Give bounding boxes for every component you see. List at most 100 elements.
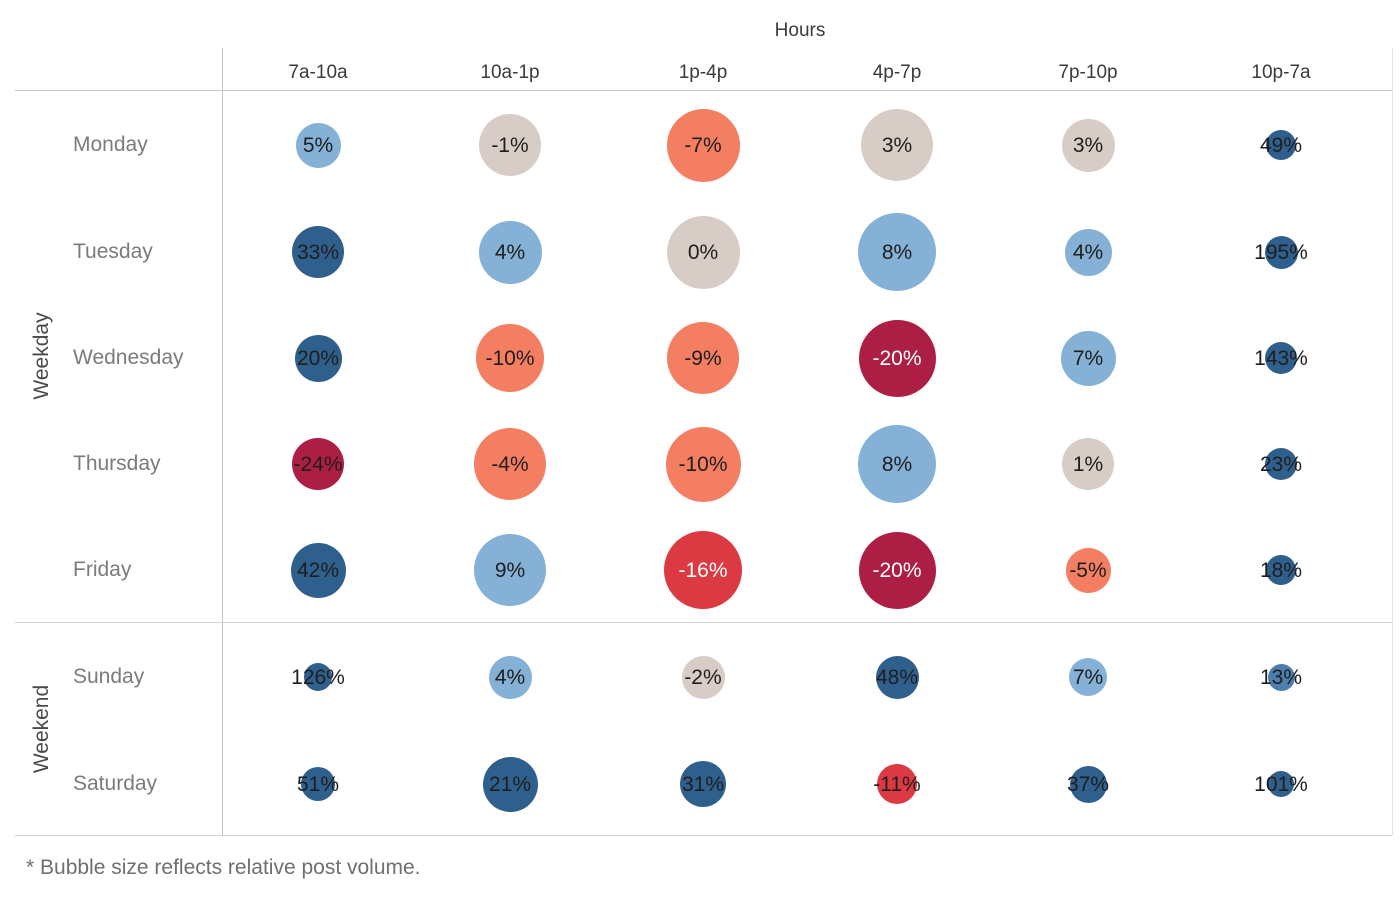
bubble-value-label: 49% <box>1259 133 1303 157</box>
size-legend-footnote: * Bubble size reflects relative post vol… <box>26 856 421 879</box>
row-label-friday: Friday <box>73 558 132 581</box>
header-rule-line <box>15 90 1392 91</box>
bubble-value-label: -10% <box>485 346 535 370</box>
bubble-thursday-4p-7p[interactable]: 8% <box>858 425 936 503</box>
bubble-value-label: -16% <box>678 558 728 582</box>
bubble-saturday-1p-4p[interactable]: 31% <box>680 761 726 807</box>
bubble-monday-10a-1p[interactable]: -1% <box>479 114 541 176</box>
bubble-value-label: 101% <box>1254 772 1308 796</box>
bubble-value-label: 13% <box>1259 665 1303 689</box>
bubble-value-label: -7% <box>684 133 722 157</box>
bubble-tuesday-4p-7p[interactable]: 8% <box>858 213 936 291</box>
bubble-value-label: 9% <box>494 558 526 582</box>
bubble-saturday-10a-1p[interactable]: 21% <box>482 756 538 812</box>
bubble-friday-1p-4p[interactable]: -16% <box>664 531 742 609</box>
bubble-value-label: 5% <box>302 133 334 157</box>
bubble-monday-4p-7p[interactable]: 3% <box>861 109 933 181</box>
column-header-7a-10a: 7a-10a <box>288 62 348 83</box>
bubble-monday-7p-10p[interactable]: 3% <box>1061 118 1115 172</box>
bubble-thursday-7p-10p[interactable]: 1% <box>1062 438 1114 490</box>
bubble-value-label: 195% <box>1254 240 1308 264</box>
bubble-tuesday-1p-4p[interactable]: 0% <box>666 215 740 289</box>
bubble-friday-7a-10a[interactable]: 42% <box>290 542 346 598</box>
bubble-value-label: -20% <box>872 558 922 582</box>
bubble-value-label: 4% <box>494 240 526 264</box>
bubble-value-label: -4% <box>491 452 529 476</box>
bubble-value-label: 31% <box>681 772 725 796</box>
bubble-thursday-10p-7a[interactable]: 23% <box>1260 448 1302 480</box>
bubble-sunday-10a-1p[interactable]: 4% <box>488 655 532 699</box>
bubble-sunday-4p-7p[interactable]: 48% <box>875 655 919 699</box>
row-label-sunday: Sunday <box>73 665 145 688</box>
bubble-wednesday-1p-4p[interactable]: -9% <box>667 322 739 394</box>
bubble-sunday-10p-7a[interactable]: 13% <box>1260 663 1302 691</box>
bubble-value-label: 33% <box>296 240 340 264</box>
bubble-value-label: 23% <box>1259 452 1303 476</box>
bubble-value-label: -24% <box>293 452 343 476</box>
row-axis-line <box>222 48 223 835</box>
bubble-value-label: 7% <box>1072 665 1104 689</box>
bubble-friday-4p-7p[interactable]: -20% <box>858 531 936 609</box>
bubble-friday-10p-7a[interactable]: 18% <box>1260 555 1302 585</box>
bubble-value-label: 4% <box>1072 240 1104 264</box>
row-label-saturday: Saturday <box>73 772 158 795</box>
bubble-value-label: 18% <box>1259 558 1303 582</box>
column-header-7p-10p: 7p-10p <box>1058 62 1118 83</box>
bubble-saturday-7p-10p[interactable]: 37% <box>1066 765 1110 803</box>
row-label-thursday: Thursday <box>73 452 161 475</box>
bubble-tuesday-7p-10p[interactable]: 4% <box>1064 228 1112 276</box>
bubble-tuesday-10a-1p[interactable]: 4% <box>478 220 542 284</box>
bubble-value-label: -11% <box>873 772 921 796</box>
bubble-wednesday-7p-10p[interactable]: 7% <box>1060 330 1116 386</box>
bubble-value-label: -1% <box>491 133 529 157</box>
bubble-saturday-10p-7a[interactable]: 101% <box>1254 771 1308 797</box>
bubble-wednesday-4p-7p[interactable]: -20% <box>858 319 936 397</box>
bubble-value-label: -10% <box>678 452 728 476</box>
bubble-thursday-7a-10a[interactable]: -24% <box>292 438 344 490</box>
right-edge-line <box>1392 48 1393 835</box>
bubble-wednesday-10a-1p[interactable]: -10% <box>476 324 544 392</box>
bubble-thursday-1p-4p[interactable]: -10% <box>665 426 741 502</box>
bubble-value-label: -9% <box>684 346 722 370</box>
bubble-sunday-7a-10a[interactable]: 126% <box>291 663 345 691</box>
bubble-value-label: 7% <box>1072 346 1104 370</box>
row-label-tuesday: Tuesday <box>73 240 153 263</box>
bubble-monday-7a-10a[interactable]: 5% <box>295 122 341 168</box>
bubble-value-label: 37% <box>1066 772 1110 796</box>
bubble-tuesday-7a-10a[interactable]: 33% <box>292 226 344 278</box>
bubble-thursday-10a-1p[interactable]: -4% <box>474 428 546 500</box>
bubble-monday-1p-4p[interactable]: -7% <box>666 108 740 182</box>
bubble-saturday-7a-10a[interactable]: 51% <box>297 767 339 801</box>
bubble-sunday-7p-10p[interactable]: 7% <box>1069 658 1107 696</box>
bubble-value-label: 51% <box>296 772 340 796</box>
bubble-value-label: 8% <box>881 452 913 476</box>
bubble-friday-10a-1p[interactable]: 9% <box>474 534 546 606</box>
column-header-10a-1p: 10a-1p <box>480 62 540 83</box>
bubble-value-label: 42% <box>296 558 340 582</box>
bubble-tuesday-10p-7a[interactable]: 195% <box>1254 235 1308 269</box>
column-header-1p-4p: 1p-4p <box>678 62 728 83</box>
bubble-value-label: 3% <box>881 133 913 157</box>
column-header-10p-7a: 10p-7a <box>1251 62 1311 83</box>
bubble-value-label: 126% <box>291 665 345 689</box>
bubble-wednesday-7a-10a[interactable]: 20% <box>294 334 342 382</box>
bubble-value-label: 48% <box>875 665 919 689</box>
bubble-wednesday-10p-7a[interactable]: 143% <box>1254 342 1308 374</box>
bubble-friday-7p-10p[interactable]: -5% <box>1065 547 1111 593</box>
bubble-monday-10p-7a[interactable]: 49% <box>1260 130 1302 160</box>
bottom-rule-line <box>15 835 1392 836</box>
bubble-value-label: 0% <box>687 240 719 264</box>
bubble-value-label: 143% <box>1254 346 1308 370</box>
bubble-sunday-1p-4p[interactable]: -2% <box>681 655 725 699</box>
row-label-monday: Monday <box>73 133 148 156</box>
bubble-value-label: 8% <box>881 240 913 264</box>
bubble-value-label: -2% <box>684 665 722 689</box>
bubble-value-label: 20% <box>296 346 340 370</box>
bubble-saturday-4p-7p[interactable]: -11% <box>873 764 921 804</box>
bubble-value-label: -5% <box>1069 558 1107 582</box>
row-label-wednesday: Wednesday <box>73 346 184 369</box>
bubble-value-label: 21% <box>488 772 532 796</box>
x-axis-title: Hours <box>774 20 826 41</box>
